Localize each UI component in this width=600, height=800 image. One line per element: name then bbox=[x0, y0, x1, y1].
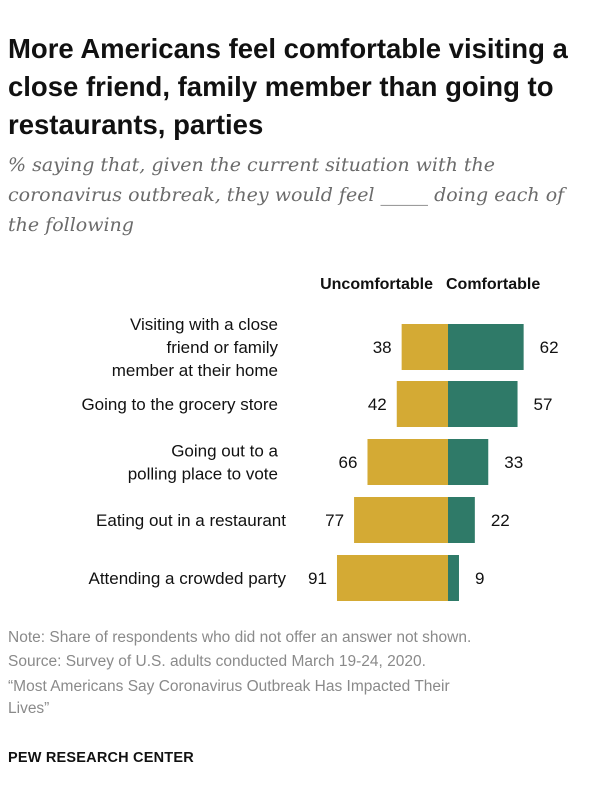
data-label-comfortable: 62 bbox=[540, 338, 559, 357]
bar-uncomfortable bbox=[396, 381, 448, 427]
chart-title: More Americans feel comfortable visiting… bbox=[8, 33, 568, 140]
data-label-comfortable: 22 bbox=[491, 511, 510, 530]
footer-report-line-2: Lives” bbox=[8, 700, 50, 717]
data-label-comfortable: 33 bbox=[504, 453, 523, 472]
legend-comfortable: Comfortable bbox=[446, 276, 540, 293]
category-label: Going to the grocery store bbox=[81, 395, 278, 414]
category-label: Visiting with a close friend or family mem… bbox=[112, 315, 279, 380]
bar-comfortable bbox=[448, 555, 459, 601]
category-label: Attending a crowded party bbox=[88, 569, 286, 588]
legend-uncomfortable: Uncomfortable bbox=[320, 276, 433, 293]
bar-comfortable bbox=[448, 324, 524, 370]
brand-name: PEW RESEARCH CENTER bbox=[8, 750, 194, 766]
footer-source: Source: Survey of U.S. adults conducted … bbox=[8, 653, 426, 670]
data-label-uncomfortable: 66 bbox=[339, 453, 358, 472]
category-label: Eating out in a restaurant bbox=[96, 511, 286, 530]
bar-comfortable bbox=[448, 381, 518, 427]
data-label-comfortable: 57 bbox=[534, 395, 553, 414]
data-label-uncomfortable: 38 bbox=[373, 338, 392, 357]
bar-comfortable bbox=[448, 439, 489, 485]
chart-subtitle: % saying that, given the current situati… bbox=[8, 154, 565, 236]
footer-report-line-1: “Most Americans Say Coronavirus Outbreak… bbox=[8, 678, 450, 695]
bar-uncomfortable bbox=[354, 497, 448, 543]
bar-uncomfortable bbox=[336, 555, 448, 601]
bar-uncomfortable bbox=[367, 439, 448, 485]
data-label-uncomfortable: 91 bbox=[308, 569, 327, 588]
bar-comfortable bbox=[448, 497, 475, 543]
category-label: Going out to a polling place to vote bbox=[128, 442, 279, 484]
bar-uncomfortable bbox=[401, 324, 448, 370]
data-label-uncomfortable: 77 bbox=[325, 511, 344, 530]
footer-note: Note: Share of respondents who did not o… bbox=[8, 629, 472, 646]
data-label-comfortable: 9 bbox=[475, 569, 484, 588]
diverging-bar-chart: Uncomfortable Comfortable 38 62 Visiting wit… bbox=[81, 276, 559, 601]
data-label-uncomfortable: 42 bbox=[368, 395, 387, 414]
